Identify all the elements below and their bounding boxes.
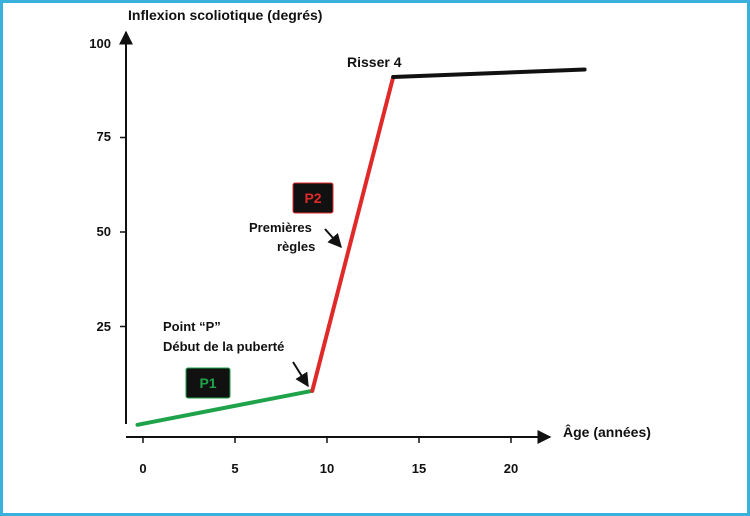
x-axis-label: Âge (années) — [563, 423, 651, 440]
point-p-annotation-line1: Point “P” — [163, 319, 221, 334]
series-line-1 — [135, 388, 315, 427]
x-tick-label: 20 — [504, 461, 518, 476]
y-axis-label: Inflexion scoliotique (degrés) — [128, 7, 322, 23]
p2-badge-label: P2 — [304, 190, 321, 206]
menarche-arrow — [324, 228, 342, 249]
series-line-2 — [310, 75, 396, 393]
y-tick-label: 25 — [97, 319, 111, 334]
x-tick-label: 5 — [231, 461, 238, 476]
x-tick-label: 15 — [412, 461, 426, 476]
point-p-arrow — [292, 361, 309, 388]
p2-badge: P2 — [292, 182, 334, 214]
risser-annotation: Risser 4 — [347, 54, 402, 70]
series-line-3 — [391, 67, 587, 79]
x-tick-label: 0 — [139, 461, 146, 476]
p1-badge-label: P1 — [199, 375, 216, 391]
y-tick-label: 50 — [97, 224, 111, 239]
y-tick-label: 75 — [97, 129, 111, 144]
x-tick-label: 10 — [320, 461, 334, 476]
point-p-annotation-line2: Début de la puberté — [163, 339, 284, 354]
menarche-annotation-line2: règles — [277, 239, 315, 254]
y-tick-label: 100 — [89, 36, 111, 51]
p1-badge: P1 — [185, 367, 231, 399]
menarche-annotation-line1: Premières — [249, 220, 312, 235]
